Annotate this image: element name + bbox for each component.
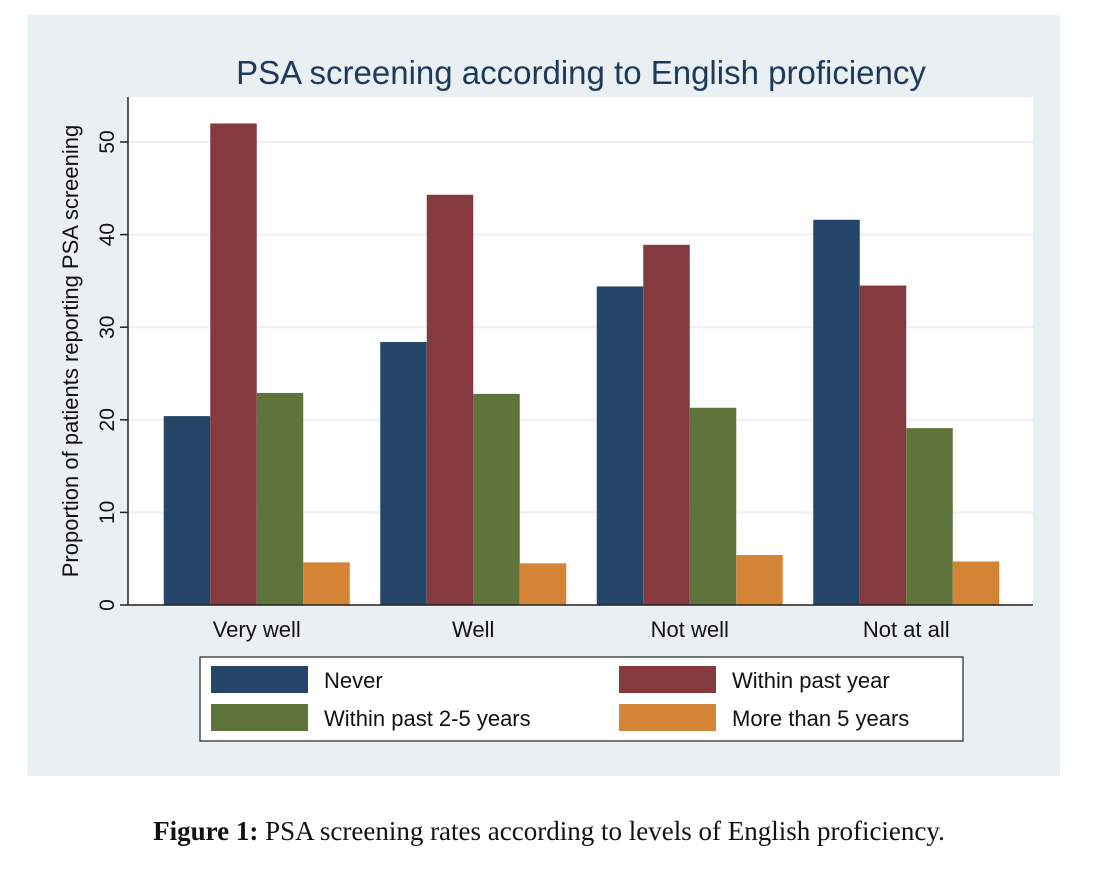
caption-text: PSA screening rates according to levels … <box>258 816 945 846</box>
bar-never-not-at-all <box>813 219 860 605</box>
legend-label: Within past 2-5 years <box>324 706 531 731</box>
legend-swatch <box>619 704 716 731</box>
bar-within-past-year-not-at-all <box>859 285 907 605</box>
legend-label: Within past year <box>732 668 890 693</box>
x-tick-label: Not at all <box>863 617 950 642</box>
bar-within-past-year-well <box>426 194 474 606</box>
y-tick-label: 40 <box>96 223 119 246</box>
bar-more-than-5-years-well <box>519 563 567 605</box>
legend-swatch <box>211 704 308 731</box>
y-tick-label: 10 <box>96 501 119 524</box>
y-tick-label: 30 <box>96 316 119 339</box>
bar-never-well <box>380 342 427 605</box>
bar-more-than-5-years-not-at-all <box>952 561 1000 605</box>
x-tick-label: Well <box>452 617 494 642</box>
legend-swatch <box>619 666 716 693</box>
legend-box <box>199 656 964 742</box>
legend-label: Never <box>324 668 383 693</box>
bar-within-past-2-5-years-not-at-all <box>906 428 953 605</box>
bar-more-than-5-years-not-well <box>736 554 783 605</box>
bar-never-very-well <box>163 416 211 605</box>
bar-within-past-year-not-well <box>643 244 690 605</box>
bar-never-not-well <box>596 286 644 605</box>
x-tick-label: Very well <box>213 617 301 642</box>
bar-within-past-2-5-years-not-well <box>689 407 737 605</box>
x-tick-label: Not well <box>651 617 729 642</box>
y-tick-label: 0 <box>96 599 119 611</box>
figure-caption: Figure 1: PSA screening rates according … <box>0 816 1098 847</box>
y-tick-label: 50 <box>96 130 119 153</box>
chart-title: PSA screening according to English profi… <box>236 54 926 91</box>
bar-within-past-2-5-years-well <box>473 393 520 605</box>
y-axis-label: Proportion of patients reporting PSA scr… <box>58 125 83 578</box>
bar-within-past-2-5-years-very-well <box>256 392 304 605</box>
bar-within-past-year-very-well <box>210 123 257 605</box>
y-tick-label: 20 <box>96 408 119 431</box>
legend-label: More than 5 years <box>732 706 909 731</box>
legend-swatch <box>211 666 308 693</box>
caption-label: Figure 1: <box>153 816 259 846</box>
bar-more-than-5-years-very-well <box>303 562 350 605</box>
